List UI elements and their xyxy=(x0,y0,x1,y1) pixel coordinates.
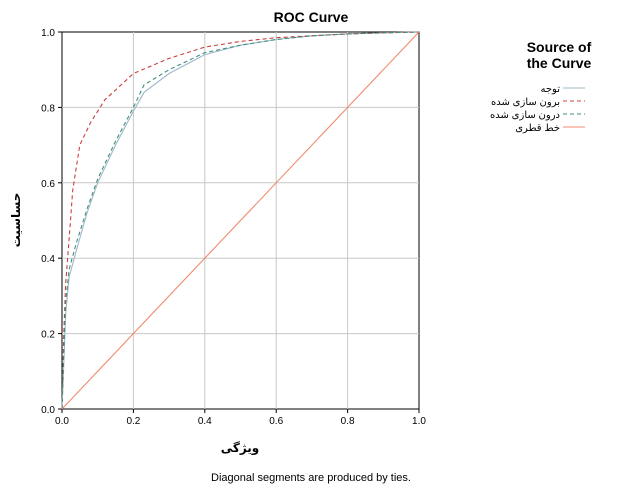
legend-label: درون سازی شده xyxy=(490,110,560,121)
legend-title-line1: Source of xyxy=(527,39,592,55)
gridlines xyxy=(62,32,419,409)
x-tick-label: 0.8 xyxy=(341,416,355,427)
x-tick-label: 0.4 xyxy=(198,416,212,427)
legend-label: توجه xyxy=(541,84,561,95)
footnote: Diagonal segments are produced by ties. xyxy=(211,472,411,484)
y-tick-label: 0.0 xyxy=(41,405,55,416)
y-tick-label: 0.6 xyxy=(41,179,55,190)
legend: Source of the Curve توجه برون سازی شده درو… xyxy=(490,39,592,134)
y-axis-ticks: 0.0 0.2 0.4 0.6 0.8 1.0 xyxy=(41,28,62,416)
legend-label: برون سازی شده xyxy=(491,97,560,108)
legend-title-line2: the Curve xyxy=(527,55,592,71)
legend-label: خط قطری xyxy=(515,123,560,134)
x-tick-label: 0.2 xyxy=(126,416,140,427)
x-tick-label: 0.0 xyxy=(55,416,69,427)
legend-items: توجه برون سازی شده درون سازی شده خط قطری xyxy=(490,84,585,134)
y-tick-label: 0.8 xyxy=(41,103,55,114)
y-tick-label: 0.4 xyxy=(41,254,55,265)
y-axis-label: حساسیت xyxy=(9,193,23,248)
series-line-0 xyxy=(61,31,420,410)
chart-title: ROC Curve xyxy=(274,9,349,25)
y-tick-label: 0.2 xyxy=(41,330,55,341)
x-tick-label: 0.6 xyxy=(269,416,283,427)
x-axis-ticks: 0.0 0.2 0.4 0.6 0.8 1.0 xyxy=(55,409,426,427)
series-line-2 xyxy=(61,31,420,410)
series-lines xyxy=(61,31,420,410)
y-tick-label: 1.0 xyxy=(41,28,55,39)
series-line-1 xyxy=(61,31,420,410)
x-tick-label: 1.0 xyxy=(412,416,426,427)
series-line-3 xyxy=(61,31,420,410)
x-axis-label: ویژگی xyxy=(221,441,260,456)
